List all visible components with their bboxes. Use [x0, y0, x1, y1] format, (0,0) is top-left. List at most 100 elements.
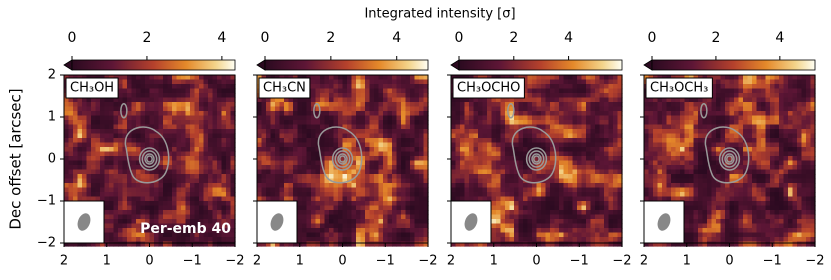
texture-cell: [132, 147, 137, 152]
texture-cell: [451, 134, 456, 139]
texture-cell: [186, 111, 191, 116]
texture-cell: [96, 143, 101, 148]
texture-cell: [406, 242, 411, 247]
texture-cell: [662, 134, 667, 139]
texture-cell: [406, 116, 411, 121]
texture-cell: [388, 80, 393, 85]
texture-cell: [550, 197, 555, 202]
texture-cell: [555, 228, 560, 233]
texture-cell: [181, 201, 186, 206]
texture-cell: [680, 179, 685, 184]
texture-cell: [181, 143, 186, 148]
texture-cell: [365, 224, 370, 229]
texture-cell: [374, 165, 379, 170]
texture-cell: [316, 197, 321, 202]
texture-cell: [100, 188, 105, 193]
texture-cell: [217, 80, 222, 85]
texture-cell: [415, 75, 420, 80]
texture-cell: [123, 206, 128, 211]
texture-cell: [298, 143, 303, 148]
texture-cell: [213, 89, 218, 94]
texture-cell: [379, 80, 384, 85]
texture-cell: [365, 210, 370, 215]
texture-cell: [680, 174, 685, 179]
texture-cell: [537, 219, 542, 224]
texture-cell: [564, 75, 569, 80]
texture-cell: [208, 75, 213, 80]
texture-cell: [199, 129, 204, 134]
texture-cell: [208, 125, 213, 130]
texture-cell: [519, 224, 524, 229]
texture-cell: [532, 107, 537, 112]
texture-cell: [338, 75, 343, 80]
texture-cell: [689, 102, 694, 107]
texture-cell: [501, 102, 506, 107]
texture-cell: [487, 143, 492, 148]
texture-cell: [707, 138, 712, 143]
texture-cell: [307, 111, 312, 116]
texture-cell: [208, 183, 213, 188]
texture-cell: [361, 84, 366, 89]
texture-cell: [199, 192, 204, 197]
texture-cell: [644, 125, 649, 130]
texture-cell: [127, 179, 132, 184]
texture-cell: [609, 210, 614, 215]
texture-cell: [154, 197, 159, 202]
texture-cell: [537, 98, 542, 103]
texture-cell: [523, 129, 528, 134]
texture-cell: [600, 228, 605, 233]
texture-cell: [329, 228, 334, 233]
texture-cell: [510, 237, 515, 242]
texture-cell: [401, 84, 406, 89]
texture-cell: [586, 170, 591, 175]
texture-cell: [338, 206, 343, 211]
texture-cell: [496, 134, 501, 139]
texture-cell: [496, 125, 501, 130]
texture-cell: [132, 134, 137, 139]
texture-cell: [159, 192, 164, 197]
texture-cell: [181, 206, 186, 211]
texture-cell: [127, 120, 132, 125]
texture-cell: [365, 125, 370, 130]
texture-cell: [546, 201, 551, 206]
texture-cell: [208, 84, 213, 89]
texture-cell: [649, 116, 654, 121]
texture-cell: [329, 183, 334, 188]
texture-cell: [644, 138, 649, 143]
texture-cell: [136, 75, 141, 80]
texture-cell: [361, 80, 366, 85]
texture-cell: [132, 192, 137, 197]
texture-cell: [698, 201, 703, 206]
texture-cell: [136, 170, 141, 175]
texture-cell: [496, 120, 501, 125]
texture-cell: [370, 152, 375, 157]
texture-cell: [177, 147, 182, 152]
texture-cell: [316, 242, 321, 247]
texture-cell: [266, 147, 271, 152]
texture-cell: [361, 138, 366, 143]
texture-cell: [644, 179, 649, 184]
texture-cell: [401, 147, 406, 152]
texture-cell: [649, 125, 654, 130]
texture-cell: [478, 111, 483, 116]
texture-cell: [419, 188, 424, 193]
texture-cell: [550, 228, 555, 233]
texture-cell: [401, 192, 406, 197]
texture-cell: [87, 147, 92, 152]
texture-cell: [613, 75, 618, 80]
texture-cell: [280, 147, 285, 152]
texture-cell: [302, 179, 307, 184]
texture-cell: [105, 152, 110, 157]
texture-cell: [406, 161, 411, 166]
texture-cell: [388, 138, 393, 143]
texture-cell: [105, 147, 110, 152]
texture-cell: [271, 174, 276, 179]
texture-cell: [469, 174, 474, 179]
texture-cell: [226, 129, 231, 134]
texture-cell: [680, 129, 685, 134]
texture-cell: [658, 161, 663, 166]
texture-cell: [564, 233, 569, 238]
texture-cell: [222, 201, 227, 206]
texture-cell: [257, 156, 262, 161]
texture-cell: [474, 143, 479, 148]
